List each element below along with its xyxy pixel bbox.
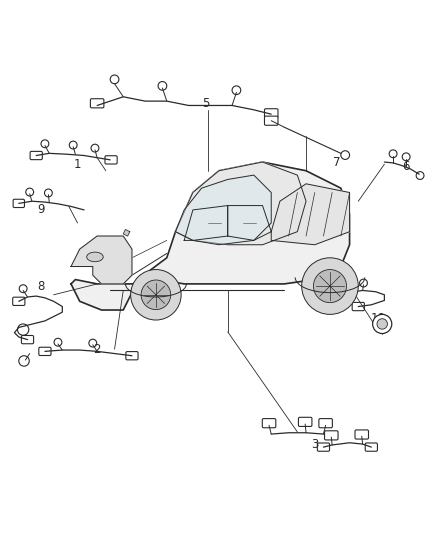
FancyBboxPatch shape: [105, 156, 117, 164]
Circle shape: [373, 314, 392, 334]
Circle shape: [141, 280, 171, 310]
FancyBboxPatch shape: [30, 151, 42, 160]
Text: 3: 3: [311, 439, 318, 451]
Text: 2: 2: [93, 343, 101, 356]
Text: 6: 6: [403, 160, 410, 173]
Text: 7: 7: [333, 156, 340, 168]
FancyBboxPatch shape: [365, 443, 378, 451]
Text: 8: 8: [37, 280, 44, 293]
Circle shape: [131, 270, 181, 320]
Text: 5: 5: [202, 97, 210, 110]
FancyBboxPatch shape: [319, 418, 332, 428]
Polygon shape: [123, 230, 130, 236]
FancyBboxPatch shape: [352, 302, 364, 311]
Text: 10: 10: [371, 312, 385, 325]
Circle shape: [314, 270, 346, 303]
FancyBboxPatch shape: [21, 335, 34, 344]
Text: 4: 4: [346, 288, 353, 301]
FancyBboxPatch shape: [343, 288, 356, 297]
FancyBboxPatch shape: [355, 430, 368, 439]
Text: 1: 1: [74, 158, 81, 171]
FancyBboxPatch shape: [325, 431, 338, 440]
Circle shape: [302, 258, 358, 314]
FancyBboxPatch shape: [318, 443, 329, 451]
FancyBboxPatch shape: [13, 199, 25, 207]
Text: 9: 9: [37, 204, 44, 216]
Polygon shape: [71, 236, 132, 284]
FancyBboxPatch shape: [13, 297, 25, 305]
FancyBboxPatch shape: [262, 418, 276, 428]
Polygon shape: [176, 162, 306, 245]
FancyBboxPatch shape: [90, 99, 104, 108]
Circle shape: [377, 319, 388, 329]
FancyBboxPatch shape: [126, 352, 138, 360]
Polygon shape: [176, 175, 271, 245]
FancyBboxPatch shape: [298, 417, 312, 426]
Polygon shape: [71, 162, 350, 310]
FancyBboxPatch shape: [265, 116, 278, 125]
Ellipse shape: [87, 252, 103, 262]
FancyBboxPatch shape: [265, 109, 278, 118]
Polygon shape: [271, 184, 350, 245]
FancyBboxPatch shape: [39, 347, 51, 356]
